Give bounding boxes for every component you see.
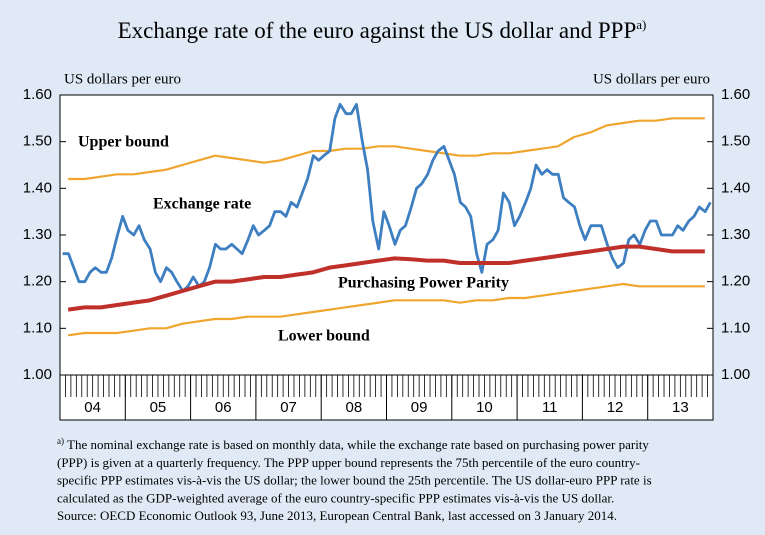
y2-tick-label: 1.00 (721, 366, 750, 383)
footnote-marker: a) (57, 436, 64, 446)
series-label: Lower bound (278, 328, 370, 345)
footnote-line: (PPP) is given at a quarterly frequency.… (57, 455, 640, 470)
footnote-text: Source: OECD Economic Outlook 93, June 2… (57, 508, 617, 523)
series-line (62, 102, 712, 293)
x-tick-label: 07 (280, 399, 297, 416)
title-marker: a) (636, 17, 646, 32)
series-label: Upper bound (78, 134, 169, 151)
x-tick-label: 08 (346, 399, 363, 416)
y-tick-label: 1.10 (23, 319, 52, 336)
x-tick-label: 12 (607, 399, 624, 416)
footnote-text: specific PPP estimates vis-à-vis the US … (57, 473, 652, 488)
plot-frame (59, 94, 714, 421)
y2-tick-label: 1.10 (721, 319, 750, 336)
y2-tick-label: 1.50 (721, 133, 750, 150)
chart-title: Exchange rate of the euro against the US… (118, 17, 647, 43)
footnote-text: (PPP) is given at a quarterly frequency.… (57, 455, 640, 470)
series-label: Purchasing Power Parity (338, 275, 509, 292)
y-tick-label: 1.60 (23, 86, 52, 103)
footnote-line: calculated as the GDP-weighted average o… (57, 490, 614, 505)
series-line (68, 282, 705, 337)
footnote-line: specific PPP estimates vis-à-vis the US … (57, 473, 652, 488)
y-tick-label: 1.30 (23, 226, 52, 243)
y-tick-label: 1.20 (23, 273, 52, 290)
y2-tick-label: 1.60 (721, 86, 750, 103)
series-label: Exchange rate (153, 196, 251, 213)
series-line (68, 117, 705, 181)
x-tick-label: 11 (542, 399, 558, 416)
y-tick-label: 1.40 (23, 179, 52, 196)
y2-tick-label: 1.20 (721, 273, 750, 290)
series-line (67, 244, 705, 312)
y-tick-label: 1.00 (23, 366, 52, 383)
x-tick-label: 04 (84, 399, 101, 416)
footnote-text: The nominal exchange rate is based on mo… (64, 437, 649, 452)
x-tick-label: 05 (150, 399, 167, 416)
footnote-text: calculated as the GDP-weighted average o… (57, 490, 614, 505)
y2-axis-label: US dollars per euro (593, 71, 710, 87)
y-axis-label: US dollars per euro (64, 71, 181, 87)
x-tick-label: 06 (215, 399, 232, 416)
minor-ticks (65, 375, 708, 397)
footnote-line: a) The nominal exchange rate is based on… (57, 436, 649, 452)
footnote-line: Source: OECD Economic Outlook 93, June 2… (57, 508, 617, 523)
title-text: Exchange rate of the euro against the US… (118, 18, 637, 43)
x-tick-label: 10 (476, 399, 493, 416)
x-tick-label: 13 (672, 399, 689, 416)
y2-tick-label: 1.40 (721, 179, 750, 196)
x-tick-label: 09 (411, 399, 428, 416)
y-tick-label: 1.50 (23, 133, 52, 150)
y2-tick-label: 1.30 (721, 226, 750, 243)
